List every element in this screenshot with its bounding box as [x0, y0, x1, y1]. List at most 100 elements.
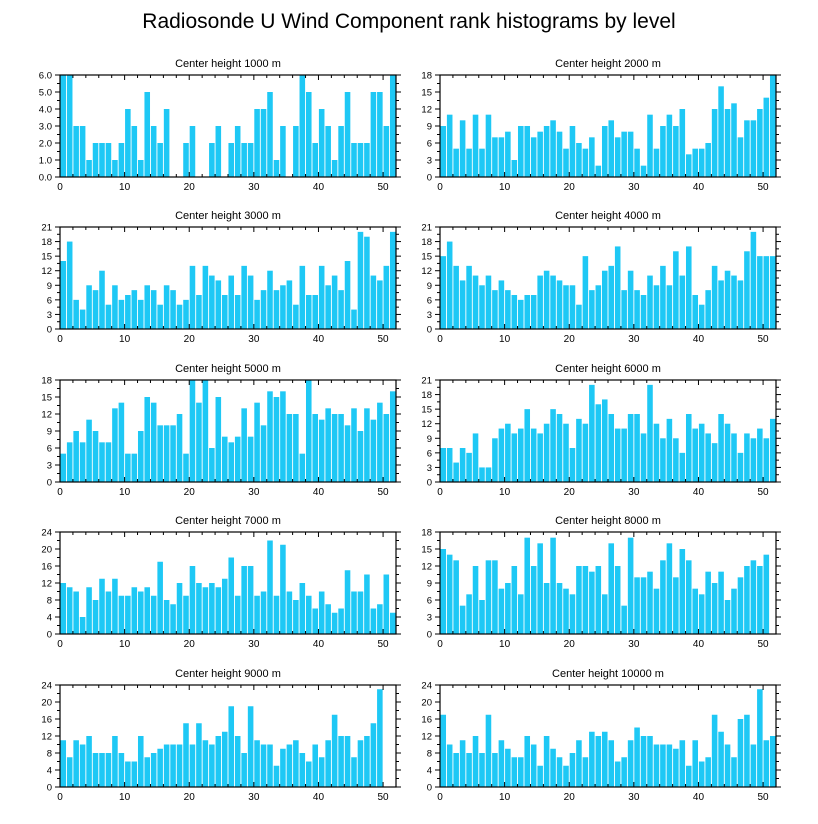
histogram-bar: [582, 256, 589, 329]
histogram-bar: [86, 285, 92, 329]
histogram-bar: [176, 744, 183, 787]
histogram-bar: [86, 587, 92, 634]
histogram-bar: [267, 744, 273, 787]
histogram-bar: [737, 280, 744, 329]
histogram-bar: [679, 452, 686, 482]
histogram-bar: [595, 165, 602, 177]
histogram-bar: [183, 299, 189, 329]
histogram-bar: [112, 160, 118, 177]
histogram-bar: [492, 137, 498, 177]
y-tick-label: 9: [47, 281, 52, 292]
histogram-bar: [763, 740, 770, 787]
histogram-bar: [331, 612, 338, 634]
histogram-bar: [112, 578, 118, 634]
histogram-bar: [621, 131, 627, 177]
y-tick-label: 6: [47, 444, 52, 455]
histogram-bar: [440, 256, 447, 329]
x-tick-label: 40: [313, 182, 325, 193]
histogram-bar: [472, 275, 479, 329]
x-tick-label: 50: [758, 639, 770, 650]
histogram-bar: [543, 126, 550, 177]
histogram-bar: [286, 744, 293, 787]
histogram-bar: [228, 706, 235, 787]
panel-title: Center height 5000 m: [175, 363, 281, 375]
histogram-bar: [137, 591, 144, 634]
histogram-bar: [163, 425, 170, 482]
histogram-bar: [389, 75, 396, 177]
histogram-bar: [582, 148, 589, 177]
histogram-bar: [601, 731, 608, 787]
histogram-bar: [357, 231, 364, 329]
histogram-bar: [60, 75, 67, 177]
x-tick-label: 50: [758, 487, 770, 498]
histogram-bar: [312, 143, 319, 177]
histogram-bar: [698, 423, 705, 482]
histogram-bar: [582, 566, 589, 634]
histogram-bar: [498, 588, 505, 634]
histogram-bar: [737, 577, 744, 634]
histogram-bar: [505, 748, 511, 787]
histogram-bar: [737, 719, 744, 787]
histogram-bar: [118, 753, 125, 787]
histogram-bar: [569, 448, 576, 482]
histogram-bar: [170, 425, 176, 482]
histogram-bar: [608, 414, 615, 482]
y-tick-label: 9: [47, 427, 52, 438]
histogram-bar: [660, 265, 666, 329]
histogram-bar: [550, 275, 556, 329]
histogram-bar: [446, 114, 453, 177]
histogram-bar: [576, 740, 582, 787]
histogram-bar: [351, 408, 357, 482]
y-tick-label: 4.0: [39, 105, 52, 116]
histogram-bar: [459, 280, 466, 329]
x-tick-label: 0: [437, 792, 443, 803]
histogram-bar: [505, 131, 511, 177]
histogram-bar: [446, 448, 453, 482]
histogram-bar: [305, 761, 312, 787]
y-tick-label: 12: [41, 266, 52, 277]
histogram-bar: [621, 290, 627, 329]
x-tick-label: 40: [693, 487, 705, 498]
panel-title: Center height 3000 m: [175, 210, 281, 222]
histogram-bar: [118, 402, 125, 482]
histogram-bar: [744, 433, 750, 482]
histogram-bar: [511, 160, 518, 177]
histogram-bar: [750, 438, 757, 482]
histogram-bar: [601, 126, 608, 177]
histogram-bar: [505, 290, 511, 329]
histogram-bar: [254, 402, 260, 482]
histogram-bar: [459, 120, 466, 177]
histogram-bar: [517, 428, 524, 482]
histogram-bar: [221, 578, 228, 634]
histogram-bar: [679, 549, 686, 634]
y-tick-label: 0: [427, 783, 432, 794]
histogram-bar: [724, 423, 731, 482]
y-tick-label: 5.0: [39, 88, 52, 99]
histogram-bar: [170, 290, 176, 329]
x-tick-label: 30: [628, 792, 640, 803]
histogram-bar: [673, 438, 679, 482]
histogram-bar: [640, 165, 647, 177]
histogram-bar: [537, 765, 543, 787]
y-tick-label: 12: [421, 266, 432, 277]
histogram-bar: [79, 617, 86, 634]
histogram-bar: [293, 304, 299, 329]
histogram-bar: [338, 126, 344, 177]
histogram-bar: [440, 126, 447, 177]
y-tick-label: 3: [47, 310, 52, 321]
x-tick-label: 0: [57, 182, 63, 193]
histogram-bar: [312, 744, 319, 787]
histogram-panel: Center height 7000 m 0 10 20 30 40 50 0 4 8 12 16 20…: [41, 515, 401, 650]
histogram-bar: [711, 714, 718, 787]
histogram-bar: [705, 757, 711, 787]
histogram-bar: [92, 431, 99, 482]
histogram-bar: [189, 265, 196, 329]
histogram-bar: [556, 583, 563, 634]
histogram-bar: [247, 275, 254, 329]
histogram-bar: [357, 591, 364, 634]
histogram-bar: [608, 543, 615, 634]
histogram-bar: [666, 543, 673, 634]
y-tick-label: 9: [427, 579, 432, 590]
histogram-bar: [453, 148, 459, 177]
histogram-bar: [498, 428, 505, 482]
